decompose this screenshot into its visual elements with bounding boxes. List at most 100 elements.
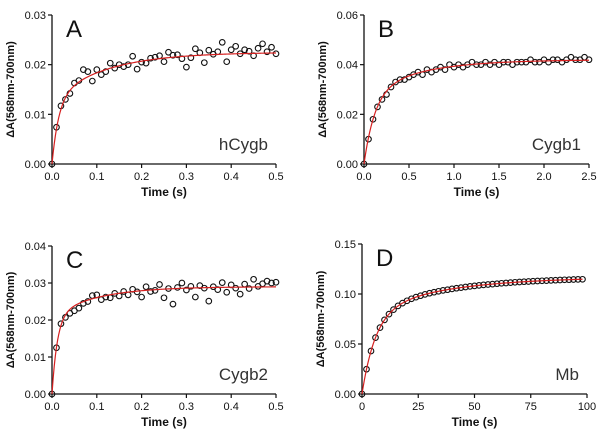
x-tick-label: 0.5 xyxy=(268,171,283,183)
data-point xyxy=(133,65,141,73)
data-point xyxy=(374,103,381,111)
y-tick-label: 0.01 xyxy=(25,352,46,364)
data-point xyxy=(241,280,248,288)
y-axis-label: ΔA(568nm-700nm) xyxy=(315,270,327,367)
y-tick-label: 0.02 xyxy=(25,315,46,327)
y-tick-label: 0.00 xyxy=(337,159,358,171)
data-point xyxy=(531,58,539,66)
data-point xyxy=(209,283,217,291)
data-point xyxy=(272,278,280,286)
x-tick-label: 0.4 xyxy=(224,401,239,413)
x-axis-label: Time (s) xyxy=(141,185,187,199)
data-point xyxy=(223,58,231,66)
x-tick-label: 75 xyxy=(525,401,537,413)
x-tick-label: 2.0 xyxy=(536,171,551,183)
y-tick-label: 0.01 xyxy=(25,109,46,121)
data-point xyxy=(421,291,429,298)
panel-a: 0.0 0.1 0.2 0.3 0.4 0.5 0.00 0.01 0.02 0.03 Time (… xyxy=(5,10,284,199)
protein-annotation: Cygb2 xyxy=(219,365,268,384)
data-point xyxy=(381,316,388,324)
data-point xyxy=(272,50,280,58)
y-tick-label: 0.04 xyxy=(337,60,358,72)
panel-c: 0.0 0.1 0.2 0.3 0.4 0.5 0.00 0.01 0.02 0.03 0.04 Ti… xyxy=(5,241,284,429)
data-point xyxy=(129,52,136,60)
data-point xyxy=(367,347,375,355)
x-tick-label: 0.1 xyxy=(89,401,104,413)
x-tick-label: 50 xyxy=(468,401,480,413)
panel-letter: D xyxy=(376,245,393,272)
data-point xyxy=(250,275,257,283)
y-tick-label: 0.10 xyxy=(335,289,356,301)
y-axis-label: ΔA(568nm-700nm) xyxy=(5,41,17,138)
panel-letter: C xyxy=(66,247,83,274)
y-tick-label: 0.00 xyxy=(25,159,46,171)
x-tick-label: 0.1 xyxy=(89,171,104,183)
data-point xyxy=(84,68,92,75)
data-point xyxy=(205,297,213,305)
y-tick-label: 0.15 xyxy=(335,239,356,251)
x-tick-label: 0.0 xyxy=(44,401,59,413)
data-point xyxy=(412,293,420,301)
data-point xyxy=(174,51,181,59)
y-axis-label: ΔA(568nm-700nm) xyxy=(5,271,17,368)
data-point xyxy=(156,281,163,288)
data-point xyxy=(232,42,240,50)
data-point xyxy=(396,76,404,83)
data-point xyxy=(147,54,154,62)
x-axis-label: Time (s) xyxy=(141,415,187,429)
y-tick-label: 0.04 xyxy=(25,241,46,253)
y-tick-label: 0.03 xyxy=(25,10,46,22)
y-axis-label: ΔA(568nm-700nm) xyxy=(317,41,329,138)
panel-b: 0.0 0.5 1.0 1.5 2.0 2.5 0.00 0.02 0.04 0.06 Time (… xyxy=(317,10,597,199)
data-point xyxy=(218,38,226,46)
data-point xyxy=(218,279,226,286)
y-tick-label: 0.02 xyxy=(25,60,46,72)
data-point xyxy=(183,286,190,294)
data-point xyxy=(120,288,128,295)
protein-annotation: hCygb xyxy=(219,135,268,154)
data-point xyxy=(572,56,579,64)
data-point xyxy=(75,304,83,312)
data-point xyxy=(88,77,96,85)
data-point xyxy=(178,279,186,287)
data-point xyxy=(169,300,177,308)
data-point xyxy=(268,43,275,51)
x-tick-label: 0.2 xyxy=(134,401,149,413)
y-tick-label: 0.06 xyxy=(337,10,358,22)
data-point xyxy=(441,66,449,73)
fit-curve xyxy=(363,59,590,165)
data-point xyxy=(372,334,379,341)
data-point xyxy=(160,294,168,302)
x-axis-label: Time (s) xyxy=(454,185,500,199)
x-tick-label: 0.4 xyxy=(224,171,239,183)
data-point xyxy=(138,293,145,301)
x-tick-label: 0.0 xyxy=(356,171,371,183)
data-point xyxy=(369,115,377,123)
y-tick-label: 0.02 xyxy=(337,109,358,121)
data-point xyxy=(387,83,395,91)
panel-d: 0 25 50 75 100 0.00 0.05 0.10 0.15 Time (s) ΔA(568… xyxy=(315,239,596,429)
data-point xyxy=(263,48,271,56)
x-tick-label: 0.0 xyxy=(44,171,59,183)
data-point xyxy=(169,51,177,59)
data-point xyxy=(227,46,235,54)
protein-annotation: Mb xyxy=(555,365,579,384)
x-tick-label: 0 xyxy=(359,401,365,413)
data-point xyxy=(151,53,159,61)
data-point xyxy=(192,293,199,301)
data-point xyxy=(376,324,384,331)
data-point xyxy=(214,48,222,56)
x-tick-label: 0.5 xyxy=(268,401,283,413)
data-point xyxy=(200,59,208,67)
x-tick-label: 0.3 xyxy=(179,171,194,183)
data-point xyxy=(254,44,262,52)
data-point xyxy=(549,56,557,64)
x-axis-label: Time (s) xyxy=(452,415,498,429)
data-point xyxy=(259,40,266,48)
data-point xyxy=(187,282,195,290)
data-point xyxy=(390,306,397,313)
data-point xyxy=(417,292,424,300)
fit-curve xyxy=(51,52,277,165)
panel-letter: B xyxy=(378,16,394,43)
